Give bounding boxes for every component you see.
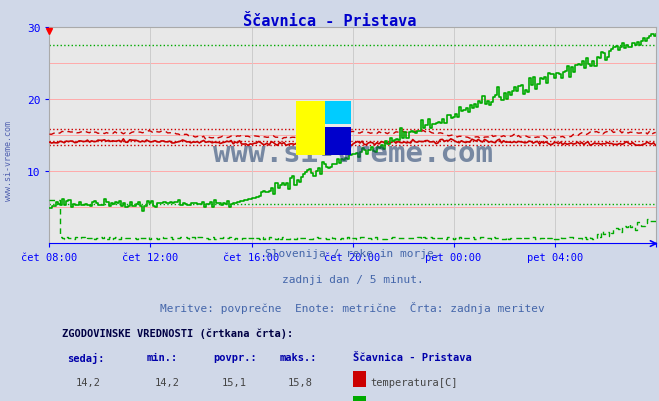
Bar: [353, 396, 366, 401]
Text: Ščavnica - Pristava: Ščavnica - Pristava: [243, 14, 416, 29]
Bar: [326, 101, 351, 125]
Text: Ščavnica - Pristava: Ščavnica - Pristava: [353, 352, 471, 363]
Text: www.si-vreme.com: www.si-vreme.com: [213, 139, 492, 167]
Text: www.si-vreme.com: www.si-vreme.com: [4, 120, 13, 200]
Text: temperatura[C]: temperatura[C]: [371, 377, 458, 387]
Text: zadnji dan / 5 minut.: zadnji dan / 5 minut.: [281, 275, 424, 285]
Text: ZGODOVINSKE VREDNOSTI (črtkana črta):: ZGODOVINSKE VREDNOSTI (črtkana črta):: [61, 328, 293, 338]
Text: maks.:: maks.:: [280, 352, 318, 363]
Text: 15,8: 15,8: [288, 377, 313, 387]
Text: 14,2: 14,2: [155, 377, 180, 387]
Text: min.:: min.:: [146, 352, 178, 363]
Bar: [296, 101, 326, 155]
Text: Slovenija / reke in morje.: Slovenija / reke in morje.: [265, 248, 440, 258]
Text: 14,2: 14,2: [76, 377, 101, 387]
Text: 15,1: 15,1: [221, 377, 246, 387]
Bar: [326, 127, 351, 155]
Text: sedaj:: sedaj:: [68, 352, 105, 363]
Bar: [353, 371, 366, 387]
Text: Meritve: povprečne  Enote: metrične  Črta: zadnja meritev: Meritve: povprečne Enote: metrične Črta:…: [160, 301, 545, 313]
Text: povpr.:: povpr.:: [213, 352, 257, 363]
